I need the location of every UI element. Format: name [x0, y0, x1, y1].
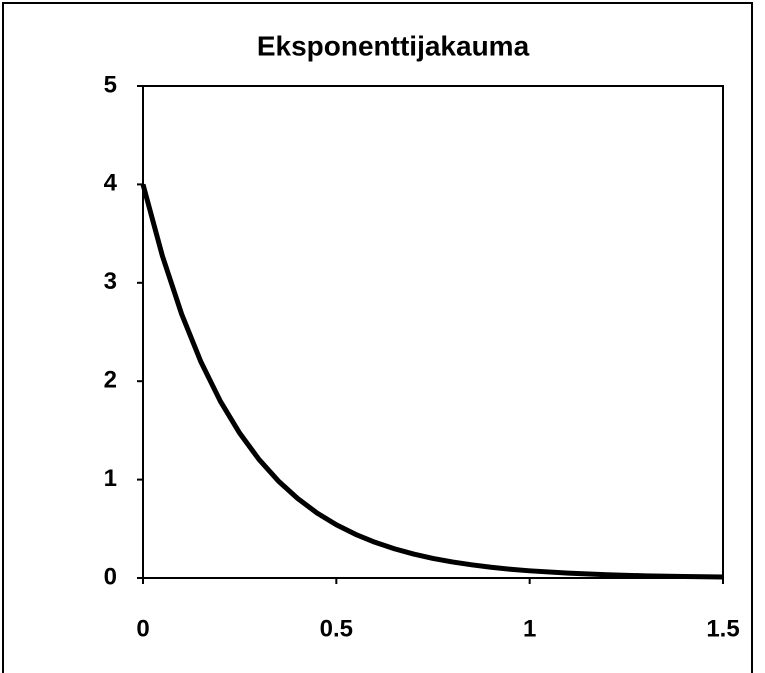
frame — [2, 2, 753, 673]
x-tick-label: 1 — [523, 615, 536, 642]
y-tick-label: 4 — [104, 170, 118, 197]
y-tick-label: 0 — [104, 563, 117, 590]
line — [140, 183, 724, 580]
x-tick-label: 0.5 — [320, 615, 353, 642]
y-tick-label: 1 — [104, 465, 117, 492]
chart-title: Eksponenttijakauma — [257, 30, 530, 61]
x-tick-label: 0 — [136, 615, 149, 642]
y-tick-label: 5 — [104, 71, 117, 98]
y-tick-label: 2 — [104, 367, 117, 394]
plot-area — [142, 85, 724, 579]
x-tick-label: 1.5 — [706, 615, 739, 642]
y-tick-label: 3 — [104, 268, 117, 295]
